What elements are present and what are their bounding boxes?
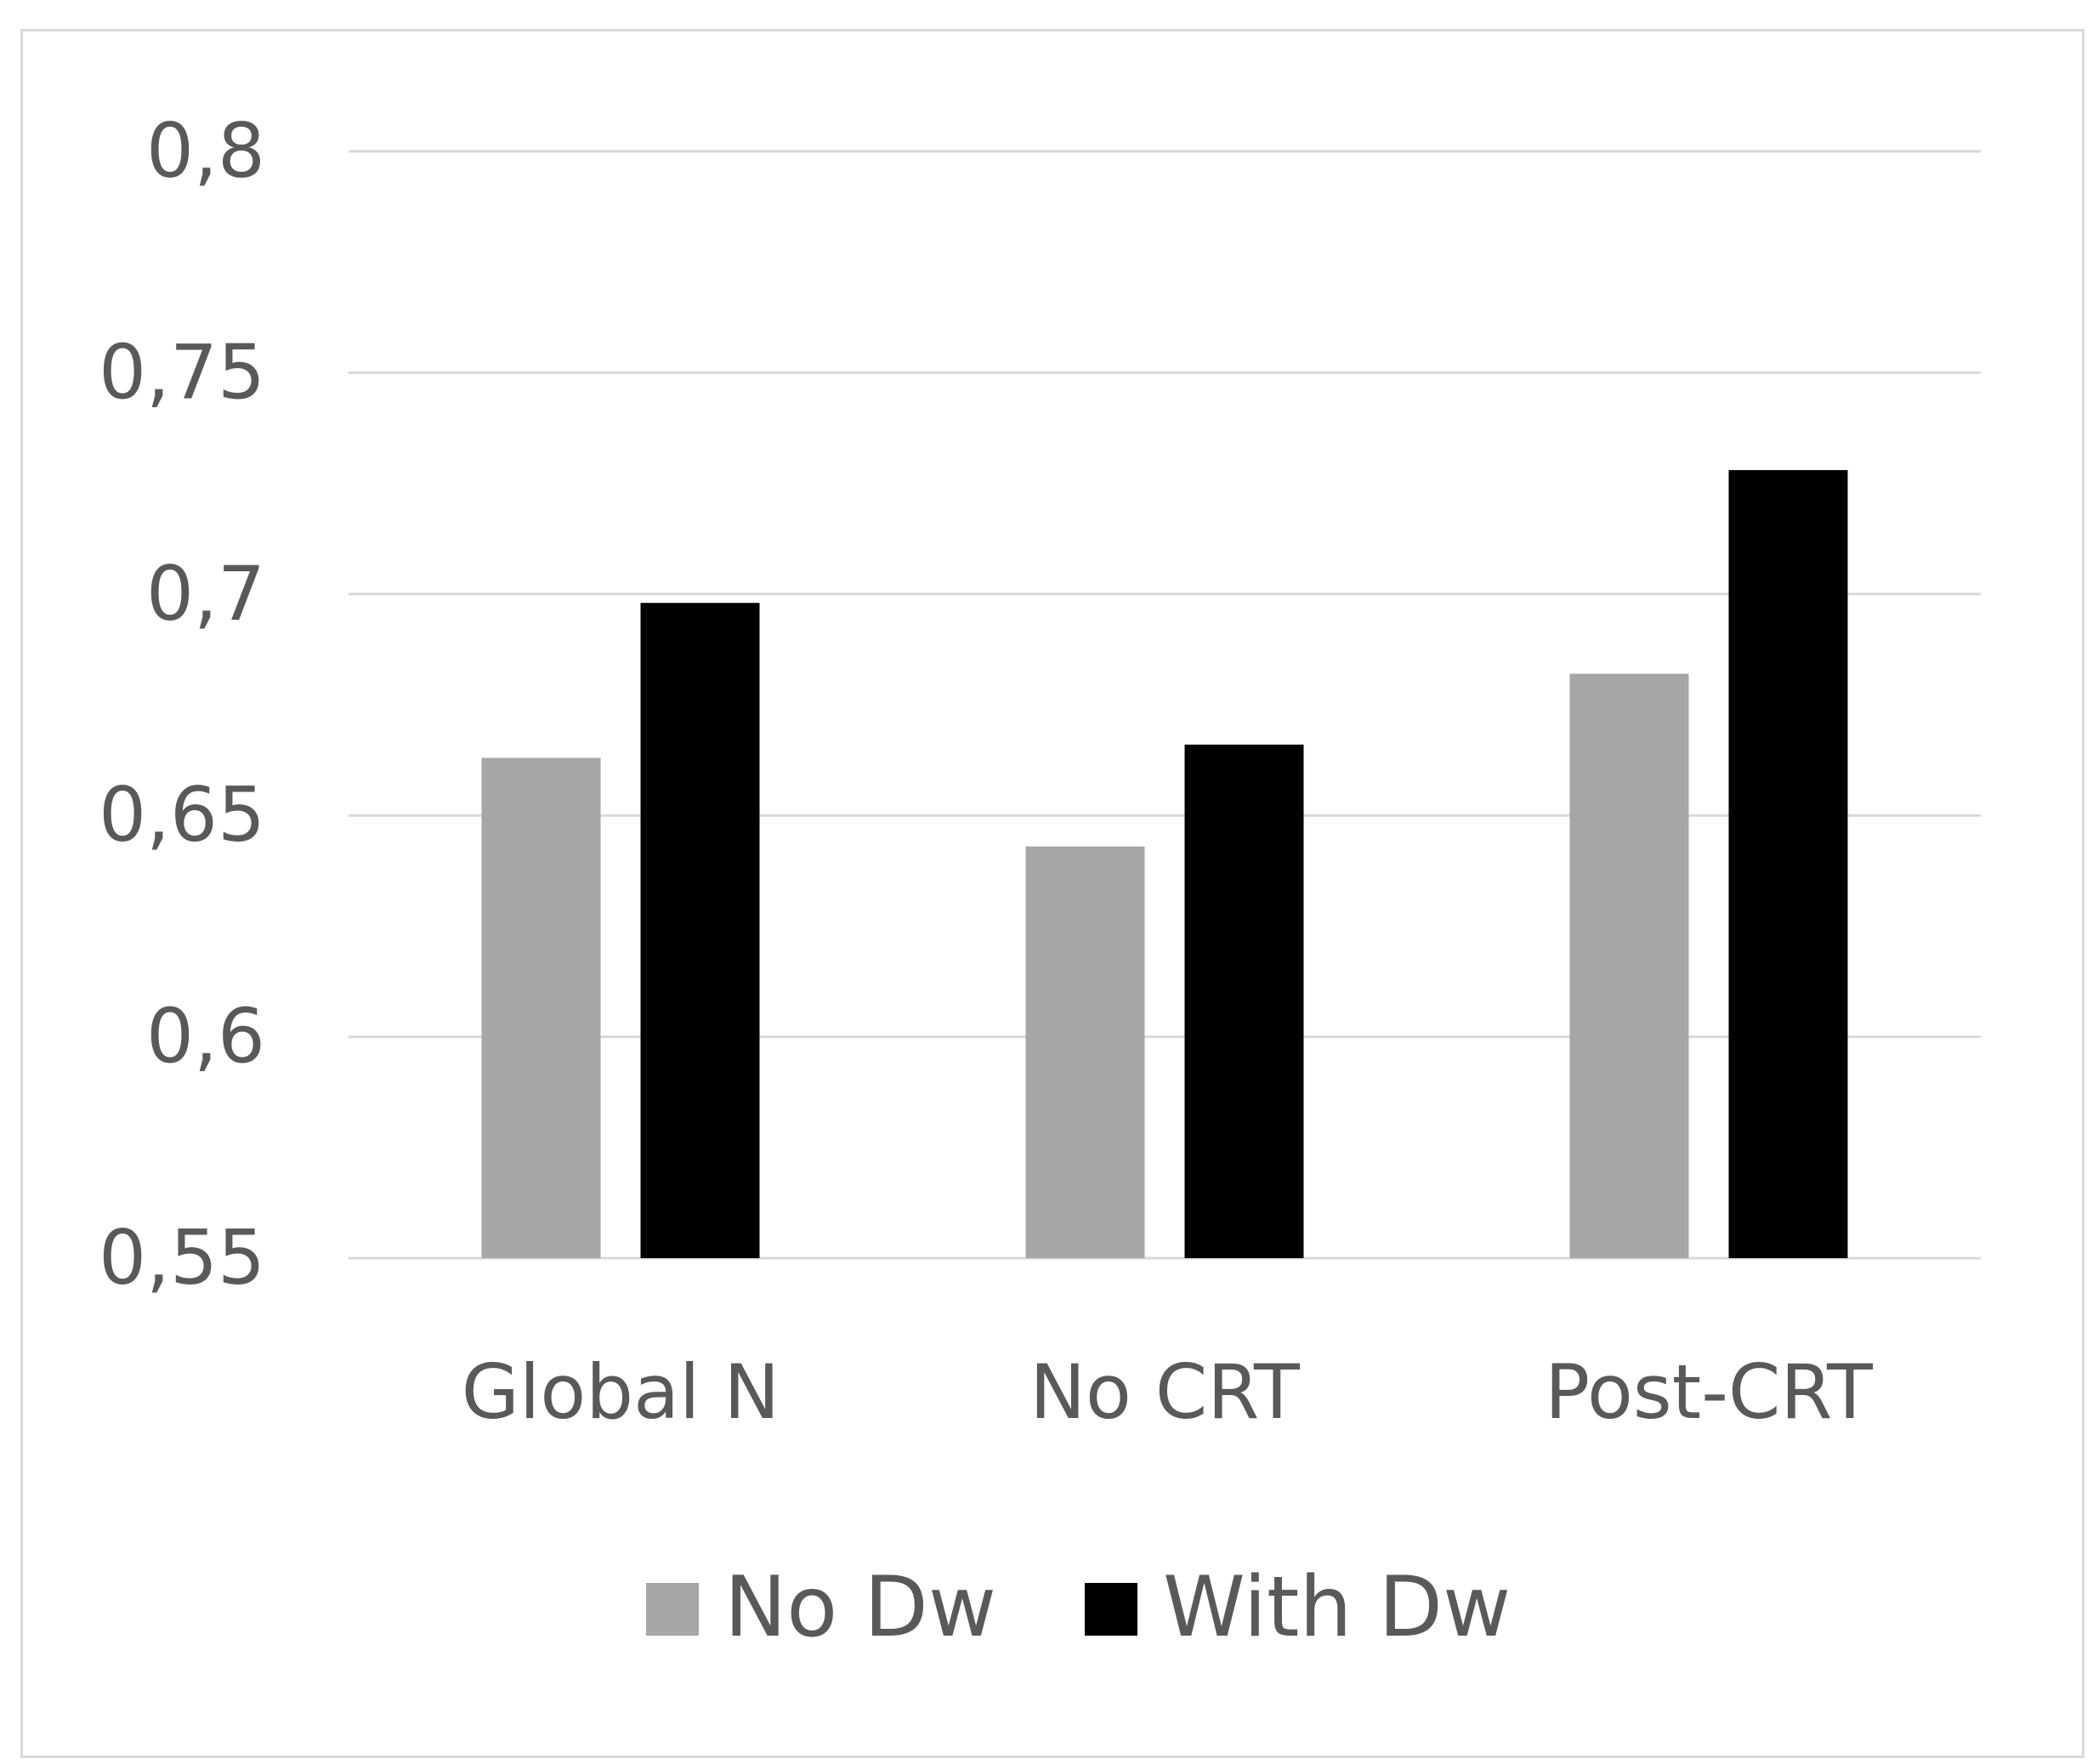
bars [481, 469, 1848, 1258]
legend-item: With Dw [1085, 1559, 1511, 1656]
legend-label: No Dw [724, 1559, 996, 1656]
y-axis-tick-labels: 0,55 0,6 0,65 0,7 0,75 0,8 [99, 107, 265, 1302]
y-tick-label: 0,8 [146, 107, 265, 195]
x-category-label: Global N [462, 1348, 780, 1436]
gridlines [349, 150, 1981, 1260]
bar-with-dw-post-crt [1728, 469, 1848, 1258]
x-category-label: No CRT [1029, 1348, 1301, 1436]
bar-no-dw-post-crt [1569, 673, 1689, 1258]
legend-swatch [1085, 1583, 1137, 1636]
y-tick-label: 0,7 [146, 550, 265, 638]
x-axis-category-labels: Global N No CRT Post-CRT [462, 1348, 1874, 1436]
y-tick-label: 0,6 [146, 993, 265, 1081]
legend-swatch [646, 1583, 699, 1636]
y-tick-label: 0,55 [99, 1214, 265, 1302]
bar-no-dw-no-crt [1025, 846, 1145, 1258]
bar-no-dw-global-n [481, 757, 601, 1258]
y-tick-label: 0,75 [99, 328, 265, 416]
legend-label: With Dw [1163, 1559, 1511, 1656]
y-tick-label: 0,65 [99, 771, 265, 859]
x-category-label: Post-CRT [1545, 1348, 1874, 1436]
chart-frame [20, 29, 2084, 1758]
bar-with-dw-global-n [640, 603, 760, 1258]
bar-with-dw-no-crt [1184, 744, 1304, 1258]
legend: No Dw With Dw [646, 1559, 1511, 1656]
legend-item: No Dw [646, 1559, 996, 1656]
